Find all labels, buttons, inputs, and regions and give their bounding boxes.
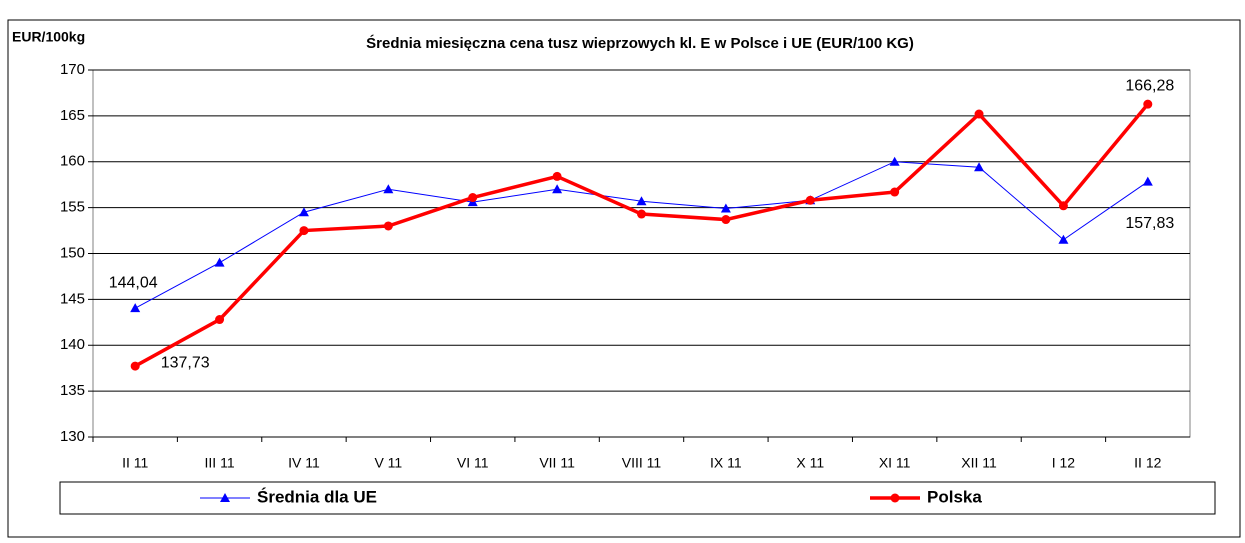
circle-marker <box>805 195 815 205</box>
circle-marker <box>299 226 309 236</box>
legend <box>59 481 1216 515</box>
legend-label: Średnia dla UE <box>257 487 377 506</box>
circle-marker <box>215 315 225 325</box>
y-tick-label: 130 <box>60 428 85 445</box>
legend-label: Polska <box>927 487 982 506</box>
circle-marker <box>1058 201 1068 211</box>
triangle-marker <box>552 184 563 194</box>
triangle-marker <box>214 257 225 267</box>
x-tick-label: III 11 <box>205 455 235 471</box>
x-tick-label: V 11 <box>374 455 402 471</box>
triangle-marker <box>298 207 309 217</box>
circle-marker <box>890 187 900 197</box>
y-tick-label: 160 <box>60 153 85 170</box>
x-tick-label: II 12 <box>1134 455 1161 471</box>
x-tick-label: I 12 <box>1052 455 1076 471</box>
data-label: 144,04 <box>109 274 158 291</box>
triangle-marker <box>1142 176 1153 186</box>
circle-marker <box>468 193 478 203</box>
x-tick-label: II 11 <box>122 455 148 471</box>
y-tick-label: 150 <box>60 244 85 261</box>
x-tick-label: VIII 11 <box>622 455 662 471</box>
circle-marker <box>1143 99 1153 109</box>
chart-title: Średnia miesięczna cena tusz wieprzowych… <box>366 34 914 52</box>
data-label: 137,73 <box>161 354 210 371</box>
circle-marker <box>383 221 393 231</box>
x-tick-label: XI 11 <box>879 455 911 471</box>
circle-marker <box>721 215 731 225</box>
circle-marker <box>552 171 562 181</box>
triangle-marker <box>889 156 900 166</box>
x-tick-label: XII 11 <box>961 455 997 471</box>
triangle-marker <box>1058 234 1069 244</box>
y-tick-label: 145 <box>60 290 85 307</box>
circle-marker <box>637 209 646 219</box>
data-label: 157,83 <box>1125 215 1174 232</box>
triangle-marker <box>720 203 731 213</box>
x-tick-label: X 11 <box>796 455 824 471</box>
circle-marker <box>890 493 900 503</box>
data-label: 166,28 <box>1125 77 1174 94</box>
triangle-marker <box>636 196 647 206</box>
x-tick-label: IV 11 <box>288 455 320 471</box>
x-tick-label: VI 11 <box>457 455 489 471</box>
x-tick-label: VII 11 <box>539 455 575 471</box>
triangle-marker <box>383 184 394 194</box>
triangle-marker <box>130 303 141 313</box>
circle-marker <box>130 361 140 371</box>
y-tick-label: 170 <box>60 61 85 78</box>
circle-marker <box>974 109 984 119</box>
y-tick-label: 135 <box>60 382 85 399</box>
triangle-marker <box>974 162 985 172</box>
x-tick-label: IX 11 <box>710 455 742 471</box>
y-tick-label: 165 <box>60 107 85 124</box>
y-tick-label: 155 <box>60 199 85 216</box>
triangle-marker <box>220 493 230 502</box>
y-tick-label: 140 <box>60 336 85 353</box>
y-axis-label: EUR/100kg <box>12 29 85 45</box>
